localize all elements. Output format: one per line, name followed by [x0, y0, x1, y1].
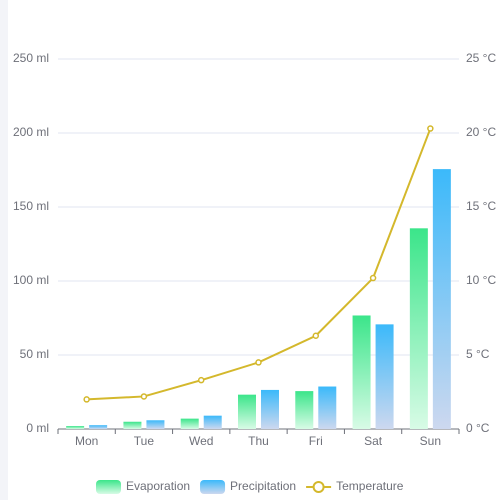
bar: [261, 389, 279, 429]
bar: [203, 415, 222, 429]
x-tick-label: Wed: [189, 434, 213, 448]
bar: [238, 394, 256, 429]
bar: [295, 391, 314, 429]
page-edge: [0, 0, 8, 500]
line-marker: [83, 396, 90, 403]
legend-label: Temperature: [336, 479, 404, 493]
bar: [432, 169, 451, 429]
legend-swatch: [200, 480, 226, 494]
x-tick-label: Fri: [309, 434, 323, 448]
line-marker: [255, 359, 262, 366]
legend-swatch: [312, 481, 325, 493]
x-tick-label: Mon: [75, 434, 98, 448]
line-marker: [140, 393, 148, 400]
bar: [375, 324, 394, 429]
bar: [66, 426, 85, 429]
y2-tick-label: 20 °C: [466, 125, 496, 139]
bar: [123, 421, 142, 429]
x-tick-label: Thu: [248, 434, 269, 448]
y2-tick-label: 10 °C: [466, 273, 496, 287]
x-tick-label: Sat: [364, 434, 383, 448]
bar: [352, 315, 371, 429]
y2-tick-label: 25 °C: [466, 51, 496, 65]
bar: [318, 386, 337, 429]
y-tick-label: 50 ml: [20, 347, 49, 361]
line-marker: [312, 332, 320, 340]
legend-label: Precipitation: [230, 479, 296, 493]
x-tick-label: Sun: [420, 434, 441, 448]
y-tick-label: 0 ml: [26, 421, 49, 435]
y2-tick-label: 15 °C: [466, 199, 496, 213]
legend-label: Evaporation: [126, 479, 190, 493]
legend-swatch: [96, 480, 121, 494]
bar: [146, 420, 165, 429]
line-marker: [369, 274, 377, 282]
bar: [89, 425, 108, 429]
y2-tick-label: 5 °C: [466, 347, 490, 361]
y-tick-label: 150 ml: [13, 199, 49, 213]
y-tick-label: 200 ml: [13, 125, 49, 139]
bar: [180, 418, 199, 429]
line-marker: [427, 125, 434, 132]
x-tick-label: Tue: [134, 434, 155, 448]
bar: [409, 228, 428, 429]
y-tick-label: 250 ml: [13, 51, 49, 65]
line-marker: [197, 376, 205, 384]
y-tick-label: 100 ml: [13, 273, 49, 287]
y2-tick-label: 0 °C: [466, 421, 490, 435]
